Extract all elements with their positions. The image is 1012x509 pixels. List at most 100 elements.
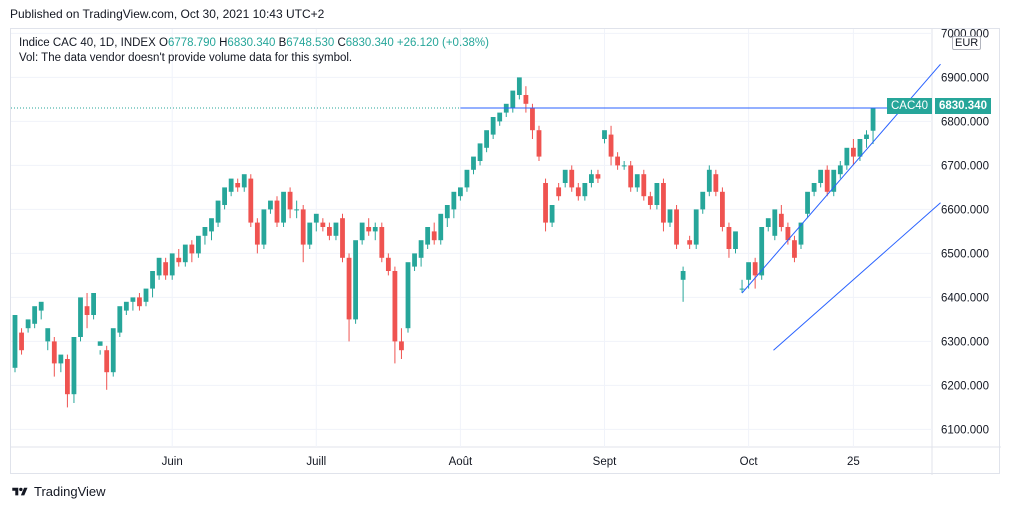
- candle-body: [418, 240, 424, 258]
- candle-body: [772, 209, 778, 236]
- candle: [281, 191, 286, 227]
- candle-body: [346, 257, 352, 320]
- candle-body: [720, 191, 725, 227]
- candle-body: [169, 253, 175, 276]
- y-tick-label: 7000.000: [941, 29, 989, 40]
- candle-body: [71, 337, 77, 395]
- candle: [438, 213, 444, 245]
- candle-body: [497, 112, 503, 122]
- candle: [241, 174, 247, 192]
- candle-body: [274, 200, 280, 223]
- candle: [477, 143, 483, 166]
- candle: [45, 328, 51, 351]
- candle: [569, 165, 575, 192]
- candle: [484, 130, 489, 153]
- candle: [510, 90, 516, 113]
- candle: [543, 178, 548, 232]
- y-tick-label: 6300.000: [941, 336, 989, 348]
- candle-body: [851, 147, 856, 157]
- candle-body: [130, 297, 136, 302]
- candle: [693, 209, 699, 249]
- candle: [189, 240, 195, 263]
- candle: [641, 169, 647, 201]
- candle: [680, 266, 686, 302]
- candle-body: [313, 213, 319, 223]
- candle-body: [864, 134, 869, 139]
- candle: [870, 108, 876, 145]
- candle-body: [110, 328, 116, 373]
- candle-body: [32, 306, 38, 324]
- currency-label[interactable]: EUR: [952, 36, 982, 50]
- candle-body: [451, 191, 457, 210]
- candlestick-chart[interactable]: 7000.000 6900.000 6800.000 6700.000 6600.000…: [11, 29, 1001, 475]
- candle-body: [123, 301, 129, 311]
- candle-body: [831, 169, 837, 192]
- candle-body: [405, 262, 411, 329]
- candle-body: [510, 90, 516, 109]
- candle: [340, 213, 345, 263]
- candle-body: [615, 156, 620, 166]
- candle: [254, 218, 260, 254]
- low-value: 6748.530: [286, 37, 335, 49]
- candle: [516, 77, 522, 100]
- candle: [405, 262, 411, 333]
- candle: [503, 103, 509, 117]
- candle: [379, 222, 385, 263]
- candle-body: [281, 191, 286, 223]
- high-label: H: [219, 37, 228, 49]
- candle: [117, 306, 123, 337]
- candle-body: [654, 183, 660, 205]
- footer-brand[interactable]: TradingView: [10, 484, 106, 499]
- candle: [412, 253, 417, 271]
- symbol-tag: CAC40: [887, 98, 933, 114]
- candle: [562, 169, 568, 188]
- candle: [621, 161, 627, 170]
- candle-body: [25, 319, 31, 329]
- candle: [792, 235, 797, 263]
- candle-body: [661, 183, 666, 223]
- candle-body: [582, 183, 588, 197]
- candle: [58, 354, 64, 373]
- candle-body: [602, 130, 607, 139]
- candle-body: [163, 262, 169, 276]
- candle: [385, 253, 391, 276]
- candle-body: [78, 297, 83, 337]
- candle-body: [805, 191, 810, 214]
- candle: [110, 328, 116, 377]
- candle: [392, 266, 398, 364]
- candle: [661, 178, 666, 232]
- candle: [687, 235, 693, 249]
- candle: [654, 183, 660, 210]
- candle-body: [156, 257, 162, 276]
- candle-body: [268, 200, 273, 210]
- candle: [248, 174, 254, 227]
- candle-body: [477, 143, 483, 161]
- candle: [824, 165, 830, 197]
- candle-body: [300, 209, 306, 245]
- candle-body: [556, 187, 562, 197]
- candle: [353, 240, 358, 324]
- volume-note: Vol: The data vendor doesn't provide vol…: [19, 52, 353, 64]
- candle-body: [490, 117, 496, 135]
- candle: [366, 218, 372, 236]
- candle-body: [798, 222, 804, 245]
- candle-body: [209, 218, 214, 232]
- candle-body: [91, 293, 96, 315]
- candle-body: [353, 240, 358, 320]
- candle: [38, 301, 44, 320]
- candle-body: [241, 174, 247, 188]
- chart-area[interactable]: 7000.000 6900.000 6800.000 6700.000 6600.000…: [10, 28, 1001, 475]
- candle-body: [785, 227, 791, 241]
- candle-body: [261, 209, 267, 245]
- candle-body: [667, 209, 673, 223]
- candle: [425, 227, 431, 249]
- x-tick-label: Juin: [162, 456, 183, 468]
- chart-legend: Indice CAC 40, 1D, INDEX O6778.790 H6830…: [19, 35, 489, 52]
- candle-body: [228, 178, 234, 192]
- candle: [196, 235, 201, 258]
- candle: [608, 125, 614, 166]
- candle: [176, 249, 182, 267]
- candle: [772, 209, 778, 241]
- candle-body: [706, 169, 712, 192]
- candle: [805, 191, 810, 219]
